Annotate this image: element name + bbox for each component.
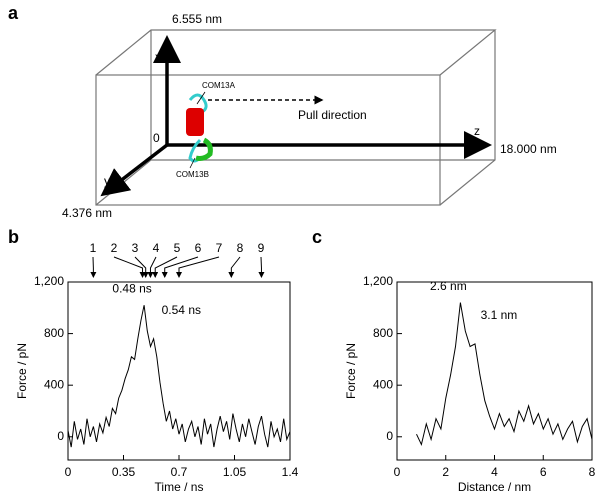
marker-label: 5 bbox=[174, 241, 181, 255]
panel-label: a bbox=[8, 3, 19, 23]
panel-label: c bbox=[312, 227, 322, 247]
origin: 0 bbox=[153, 131, 160, 145]
annotation: 2.6 nm bbox=[430, 279, 467, 293]
y-tick-label: 800 bbox=[373, 326, 393, 340]
com-label: COM13A bbox=[202, 81, 236, 90]
y-tick-label: 0 bbox=[57, 429, 64, 443]
x-tick-label: 2 bbox=[442, 465, 449, 479]
y-tick-label: 800 bbox=[44, 326, 64, 340]
box bbox=[95, 29, 497, 206]
y-tick-label: 0 bbox=[386, 429, 393, 443]
axes-3d bbox=[100, 35, 492, 197]
x-tick-label: 1.4 bbox=[282, 465, 299, 479]
x-tick-label: 4 bbox=[491, 465, 498, 479]
panel-label: b bbox=[8, 227, 19, 247]
marker-label: 7 bbox=[216, 241, 223, 255]
marker-arrow bbox=[228, 256, 241, 278]
x-tick-label: 6 bbox=[540, 465, 547, 479]
x-tick-label: 1.05 bbox=[223, 465, 247, 479]
force-trace bbox=[416, 302, 593, 446]
axis-name: x bbox=[155, 50, 161, 64]
force-trace bbox=[67, 305, 291, 448]
marker-label: 8 bbox=[237, 241, 244, 255]
marker-label: 9 bbox=[258, 241, 265, 255]
marker-label: 1 bbox=[90, 241, 97, 255]
marker-arrow bbox=[147, 256, 157, 278]
y-tick-label: 1,200 bbox=[363, 274, 393, 288]
marker-label: 2 bbox=[111, 241, 118, 255]
x-tick-label: 0.7 bbox=[171, 465, 188, 479]
annotation: 0.54 ns bbox=[162, 303, 201, 317]
marker-label: 3 bbox=[132, 241, 139, 255]
x-axis-label: Time / ns bbox=[155, 480, 204, 494]
marker-arrow bbox=[161, 256, 199, 278]
pull-label: Pull direction bbox=[298, 108, 367, 122]
axis-length: 4.376 nm bbox=[62, 206, 112, 220]
axis-length: 6.555 nm bbox=[172, 12, 222, 26]
com-label: COM13B bbox=[176, 170, 209, 179]
x-tick-label: 0 bbox=[394, 465, 401, 479]
x-tick-label: 0.35 bbox=[112, 465, 136, 479]
marker-arrow bbox=[176, 256, 220, 278]
annotation: 3.1 nm bbox=[481, 308, 518, 322]
marker-arrow bbox=[113, 256, 146, 278]
x-axis-label: Distance / nm bbox=[458, 480, 531, 494]
marker-label: 6 bbox=[195, 241, 202, 255]
marker-label: 4 bbox=[153, 241, 160, 255]
x-tick-label: 0 bbox=[65, 465, 72, 479]
y-tick-label: 400 bbox=[44, 377, 64, 391]
annotation: 0.48 ns bbox=[112, 281, 151, 295]
y-axis-label: Force / pN bbox=[15, 343, 29, 399]
axis-length: 18.000 nm bbox=[500, 142, 557, 156]
y-axis-label: Force / pN bbox=[344, 343, 358, 399]
x-tick-label: 8 bbox=[589, 465, 596, 479]
protein bbox=[186, 91, 213, 169]
marker-arrow bbox=[134, 256, 149, 278]
y-tick-label: 1,200 bbox=[34, 274, 64, 288]
marker-arrow bbox=[152, 256, 178, 278]
axis-name: z bbox=[474, 124, 480, 138]
axis-name: y bbox=[104, 174, 110, 188]
y-tick-label: 400 bbox=[373, 377, 393, 391]
